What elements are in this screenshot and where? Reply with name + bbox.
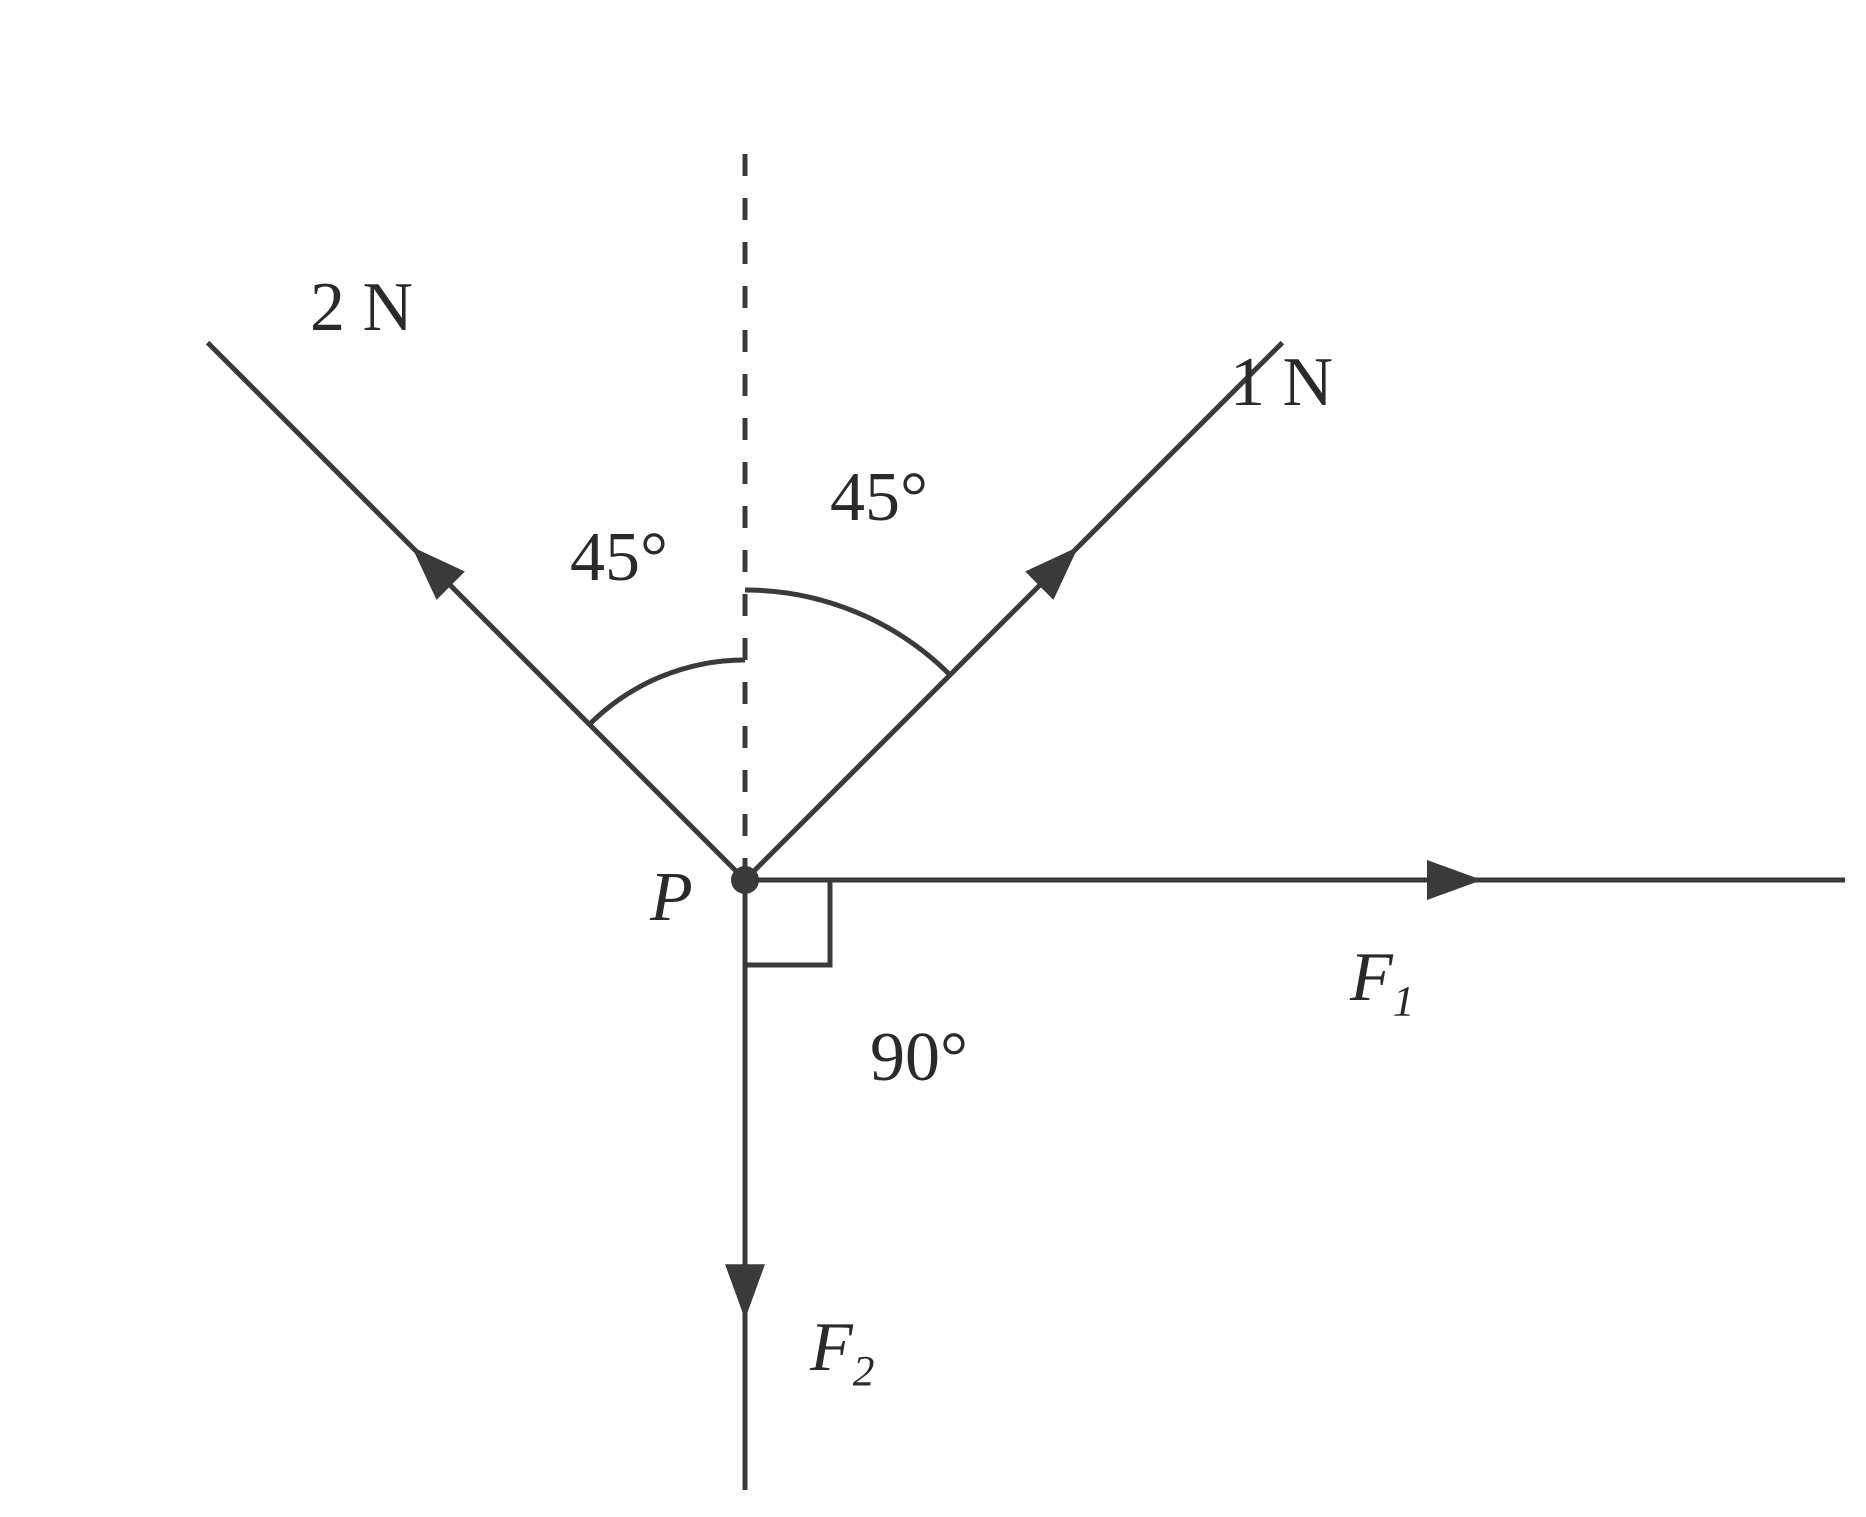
vector-v_2N xyxy=(208,343,745,880)
force-diagram: P 2 N 1 N 45° 45° 90° F1 F2 xyxy=(0,0,1866,1517)
vector-v_1N xyxy=(745,343,1282,880)
label-45-left: 45° xyxy=(570,519,668,596)
label-F1: F1 xyxy=(1349,939,1414,1025)
label-45-right: 45° xyxy=(830,459,928,536)
label-F2: F2 xyxy=(809,1309,874,1395)
arrowhead-v_F1 xyxy=(1427,860,1482,900)
right-angle-marker xyxy=(745,880,830,965)
label-2N: 2 N xyxy=(310,269,413,346)
label-90: 90° xyxy=(870,1019,968,1096)
label-1N: 1 N xyxy=(1230,344,1333,421)
angle-arc-45-left xyxy=(589,660,745,724)
label-origin-P: P xyxy=(649,859,693,936)
angle-arc-45-right xyxy=(745,590,950,675)
arrowhead-v_F2 xyxy=(725,1264,765,1319)
